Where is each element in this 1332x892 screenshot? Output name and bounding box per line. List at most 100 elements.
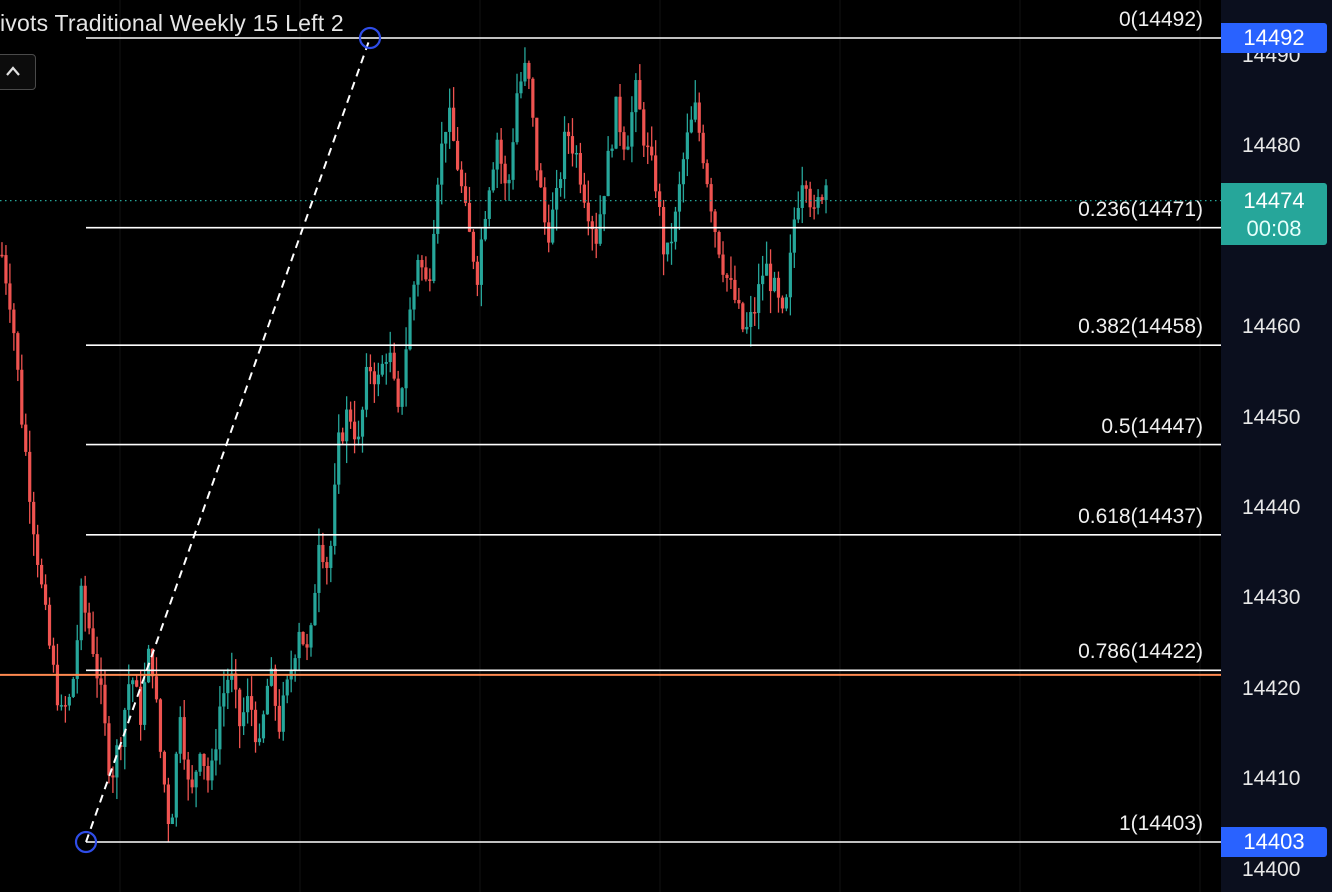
candle-body <box>293 658 297 671</box>
candle-body <box>551 209 555 243</box>
candle-body <box>535 117 539 171</box>
candle-body <box>174 753 178 818</box>
fib-level-label: 0.236(14471) <box>1078 197 1203 221</box>
trend-line-layer[interactable] <box>0 26 1221 854</box>
high-price-badge: 14492 <box>1221 23 1327 53</box>
anchor-low-handle <box>74 830 98 854</box>
candle-body <box>12 309 16 334</box>
candle-body <box>372 371 376 385</box>
axis-tick: 14400 <box>1242 858 1301 881</box>
candle-body <box>804 185 808 189</box>
candle-body <box>586 202 590 222</box>
candle-body <box>452 107 456 141</box>
axis-tick: 14450 <box>1242 406 1301 429</box>
candle-body <box>630 112 634 147</box>
candle-body <box>582 184 586 203</box>
candle-body <box>638 80 642 110</box>
candle-body <box>753 312 757 314</box>
axis-tick: 14480 <box>1242 134 1301 157</box>
candle-body <box>685 132 689 160</box>
candle-body <box>808 188 812 208</box>
candle-body <box>788 252 792 298</box>
candle-body <box>202 753 206 767</box>
candle-body <box>642 109 646 146</box>
candle-body <box>265 685 270 715</box>
candle-body <box>249 696 254 710</box>
candle-body <box>59 705 64 707</box>
candle-body <box>705 163 709 185</box>
fib-level-label: 0.382(14458) <box>1078 315 1203 339</box>
candle-body <box>646 145 650 148</box>
candle-body <box>360 409 365 437</box>
candle-body <box>0 254 4 257</box>
candle-body <box>47 604 52 646</box>
collapse-button[interactable] <box>0 54 36 90</box>
low-price-badge: 14403 <box>1221 827 1327 857</box>
candle-body <box>87 612 91 629</box>
candle-body <box>812 207 816 209</box>
candle-body <box>400 388 404 407</box>
candle-body <box>139 686 143 725</box>
candle-body <box>79 585 83 641</box>
candle-body <box>285 679 289 696</box>
candle-body <box>63 705 67 707</box>
candle-body <box>91 628 95 655</box>
candle-body <box>273 668 277 706</box>
candle-body <box>226 679 230 694</box>
candle-body <box>317 544 321 593</box>
candle-body <box>440 143 444 185</box>
candle-body <box>178 717 182 754</box>
candle-body <box>107 723 111 776</box>
candle-body <box>24 424 28 452</box>
candle-body <box>459 169 464 187</box>
candle-body <box>396 378 400 407</box>
candle-body <box>721 254 725 275</box>
indicator-title[interactable]: ivots Traditional Weekly 15 Left 2 <box>0 10 344 36</box>
candle-body <box>768 263 773 292</box>
price-axis[interactable] <box>1221 0 1332 892</box>
candle-body <box>444 131 448 144</box>
candle-body <box>103 684 107 724</box>
candle-body <box>333 484 337 546</box>
candle-body <box>384 362 388 364</box>
fib-level-label: 1(14403) <box>1118 812 1203 835</box>
fib-level-label: 0.5(14447) <box>1101 414 1203 438</box>
candle-body <box>67 696 71 706</box>
candle-body <box>301 631 305 645</box>
candle-body <box>436 184 440 234</box>
candle-body <box>376 374 380 385</box>
candle-body <box>341 432 345 442</box>
candle-body <box>305 644 309 648</box>
fib-level-label: 0(14492) <box>1118 8 1203 31</box>
candle-body <box>349 409 353 422</box>
candle-body <box>606 150 610 197</box>
candle-body <box>511 142 515 180</box>
candle-body <box>547 222 551 243</box>
candle-body <box>408 309 412 350</box>
candle-body <box>356 436 361 440</box>
candle-body <box>820 197 824 200</box>
candle-body <box>95 654 99 679</box>
candle-body <box>135 680 139 687</box>
candle-body <box>28 451 32 502</box>
fib-level-label: 0.786(14422) <box>1078 640 1203 664</box>
candle-body <box>392 352 396 379</box>
candle-body <box>55 664 60 706</box>
candle-body <box>796 207 800 220</box>
candle-body <box>816 197 820 208</box>
candle-body <box>693 102 697 120</box>
candle-body <box>448 107 452 132</box>
candle-body <box>218 706 222 750</box>
candle-body <box>36 534 40 565</box>
candle-body <box>673 211 678 242</box>
fib-retracement[interactable] <box>0 37 1221 843</box>
candle-body <box>420 259 424 268</box>
candle-body <box>261 714 266 739</box>
candle-body <box>115 745 119 778</box>
candle-body <box>345 409 349 442</box>
candle-body <box>669 241 674 244</box>
candle-body <box>717 232 721 255</box>
candle-body <box>539 170 543 188</box>
candle-body <box>562 131 567 180</box>
